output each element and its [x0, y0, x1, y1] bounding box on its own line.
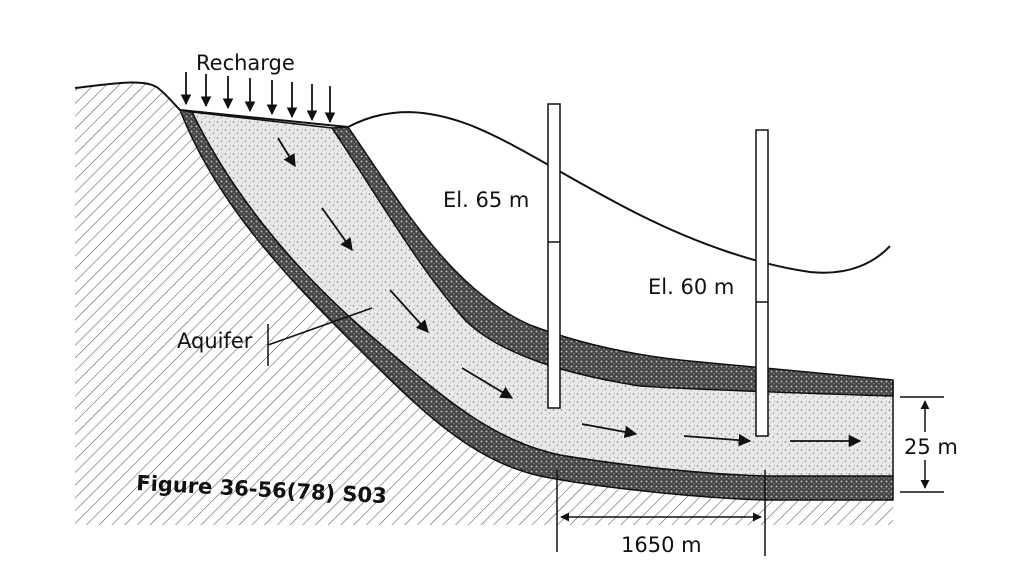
- distance-label: 1650 m: [621, 533, 702, 557]
- ground-surface-left: [74, 81, 181, 111]
- flow-arrows: [277, 137, 862, 448]
- recharge-surface: [179, 109, 349, 128]
- well-2-elevation-label: El. 60 m: [648, 275, 734, 299]
- thickness-label: 25 m: [904, 435, 958, 459]
- distance-dimension: [556, 470, 766, 556]
- aquifer-label-leader: [267, 307, 373, 346]
- recharge-label: Recharge: [196, 51, 295, 75]
- well-1: [547, 103, 561, 409]
- ground-surface-right: [347, 111, 891, 274]
- thickness-dimension: [900, 396, 944, 493]
- bedrock-hatched: [75, 82, 893, 525]
- recharge-arrows: [180, 72, 336, 124]
- aquifer-label: Aquifer: [177, 329, 253, 353]
- well-1-elevation-label: El. 65 m: [443, 188, 529, 212]
- well-2: [755, 129, 769, 437]
- upper-confining-layer: [330, 126, 894, 397]
